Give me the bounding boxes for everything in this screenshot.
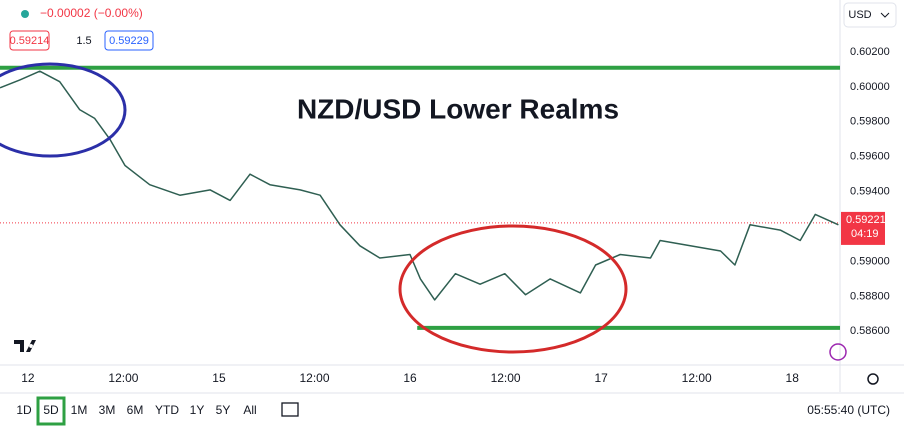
- annotation-ellipse: [398, 224, 628, 354]
- x-tick-label: 12:00: [491, 371, 521, 385]
- selected-range-box: [36, 396, 66, 426]
- countdown: 04:19: [851, 228, 879, 240]
- bid: 0.59214: [10, 35, 50, 47]
- y-tick-label: 0.59600: [850, 151, 890, 163]
- x-tick-label: 18: [786, 371, 800, 385]
- range-button[interactable]: All: [243, 403, 256, 417]
- range-button[interactable]: 3M: [99, 403, 116, 417]
- x-tick-label: 16: [403, 371, 417, 385]
- toolbar: 1D 5D 1M 3M 6M YTD 1Y 5Y All: [16, 396, 257, 426]
- price-line: [0, 70, 839, 301]
- chart-title: NZD/USD Lower Realms: [297, 93, 619, 124]
- x-tick-label: 12:00: [108, 371, 138, 385]
- date-range-icon[interactable]: [281, 402, 299, 417]
- change: −0.00002 (−0.00%): [40, 6, 143, 20]
- range-button[interactable]: 6M: [127, 403, 144, 417]
- y-tick-label: 0.60200: [850, 46, 890, 58]
- x-tick-label: 17: [594, 371, 608, 385]
- range-button[interactable]: 5Y: [216, 403, 231, 417]
- range-button[interactable]: 1D: [16, 403, 32, 417]
- bid-box[interactable]: [9, 30, 50, 51]
- x-tick-label: 12:00: [299, 371, 329, 385]
- x-tick-label: 12: [21, 371, 35, 385]
- settings-icon[interactable]: [867, 373, 879, 385]
- ask: 0.59229: [109, 35, 149, 47]
- plot-area: [0, 65, 840, 330]
- y-tick-label: 0.59400: [850, 186, 890, 198]
- clock: 05:55:40 (UTC): [807, 403, 890, 417]
- dropdown-icon: [880, 12, 890, 18]
- y-tick-label: 0.58600: [850, 325, 890, 337]
- range-button[interactable]: 1M: [71, 403, 88, 417]
- last-price-box: [841, 211, 885, 245]
- indicator-icon[interactable]: [829, 343, 847, 361]
- y-tick-label: 0.58800: [850, 290, 890, 302]
- logo: [14, 340, 36, 352]
- currency-button[interactable]: [843, 2, 897, 28]
- annotation-ellipse: [0, 62, 127, 158]
- last-price-label: 0.59221: [846, 214, 886, 226]
- range-button[interactable]: YTD: [155, 403, 179, 417]
- status-dot: [21, 10, 29, 18]
- x-tick-label: 12:00: [682, 371, 712, 385]
- currency: USD: [848, 9, 871, 21]
- y-tick-label: 0.59000: [850, 255, 890, 267]
- ask-box[interactable]: [104, 30, 154, 51]
- x-tick-label: 15: [212, 371, 226, 385]
- range-button[interactable]: 5D: [43, 403, 59, 417]
- spread: 1.5: [76, 35, 91, 47]
- y-tick-label: 0.59800: [850, 116, 890, 128]
- range-button[interactable]: 1Y: [190, 403, 205, 417]
- y-tick-label: 0.60000: [850, 81, 890, 93]
